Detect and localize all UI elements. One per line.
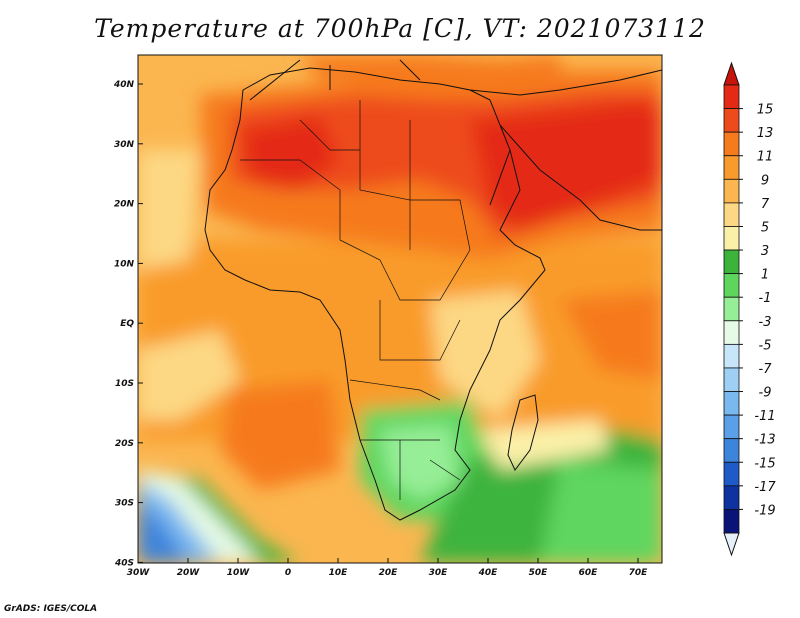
colorbar: 15 13 11 9 7 5 3 1 -1 -3 -5 -7 -9 -11 -13 -15 -17 -19 bbox=[723, 61, 776, 557]
colorbar-label: 7 bbox=[761, 197, 770, 212]
colorbar-swatch bbox=[723, 391, 740, 416]
colorbar-swatch bbox=[723, 249, 740, 275]
lon-tick-label: 30W bbox=[127, 568, 151, 578]
lon-tick-label: 60E bbox=[579, 568, 599, 578]
lon-tick-label: 20E bbox=[379, 568, 399, 578]
colorbar-swatch bbox=[723, 84, 740, 109]
colorbar-label: 9 bbox=[761, 173, 769, 188]
lat-tick-label: 10S bbox=[115, 379, 134, 389]
lat-tick-label: 30S bbox=[115, 499, 134, 509]
colorbar-swatch bbox=[723, 343, 740, 369]
colorbar-swatch bbox=[723, 202, 740, 227]
lon-tick-label: 10W bbox=[227, 568, 251, 578]
lon-tick-label: 40E bbox=[478, 568, 499, 578]
lon-tick-label: 70E bbox=[629, 568, 649, 578]
colorbar-swatch bbox=[723, 108, 740, 133]
grads-credit: GrADS: IGES/COLA bbox=[4, 604, 98, 614]
colorbar-swatch bbox=[723, 131, 740, 157]
colorbar-label: -5 bbox=[759, 338, 772, 353]
colorbar-label: 5 bbox=[761, 220, 769, 235]
lat-tick-label: 30N bbox=[114, 140, 135, 150]
colorbar-label: -19 bbox=[754, 503, 775, 518]
colorbar-label: 13 bbox=[757, 126, 774, 141]
colorbar-swatch bbox=[723, 485, 740, 510]
colorbar-swatch bbox=[723, 367, 740, 392]
lat-tick-label: 40N bbox=[113, 80, 135, 90]
colorbar-swatch bbox=[723, 461, 740, 487]
colorbar-swatch bbox=[723, 155, 740, 180]
country-borders bbox=[240, 100, 471, 500]
latitude-axis: 40N 30N 20N 10N EQ 10S 20S 30S 40S bbox=[113, 80, 143, 568]
colorbar-label: -7 bbox=[759, 362, 773, 377]
lon-tick-label: 50E bbox=[529, 568, 549, 578]
colorbar-label: -15 bbox=[754, 456, 775, 471]
lon-tick-label: 30E bbox=[429, 568, 449, 578]
lat-tick-label: 10N bbox=[114, 259, 135, 269]
colorbar-top-arrow bbox=[723, 61, 740, 86]
lon-tick-label: 10E bbox=[329, 568, 349, 578]
colorbar-label: -9 bbox=[759, 386, 772, 401]
lat-tick-label: 20S bbox=[115, 439, 134, 449]
colorbar-swatch bbox=[723, 438, 740, 463]
lat-tick-label: 40S bbox=[114, 558, 134, 568]
colorbar-swatch bbox=[723, 273, 740, 298]
lon-tick-label: 0 bbox=[285, 568, 291, 578]
lat-tick-label: EQ bbox=[120, 319, 134, 329]
colorbar-label: -13 bbox=[754, 433, 775, 448]
colorbar-label: 15 bbox=[757, 103, 774, 118]
colorbar-label: -17 bbox=[754, 480, 776, 495]
colorbar-label: 11 bbox=[757, 150, 774, 165]
longitude-axis: 30W 20W 10W 0 10E 20E 30E 40E 50E 60E 70E bbox=[127, 558, 648, 578]
lat-tick-label: 20N bbox=[114, 200, 135, 210]
colorbar-swatch bbox=[723, 509, 740, 534]
colorbar-swatch bbox=[723, 320, 740, 345]
coastlines bbox=[204, 59, 663, 521]
lon-tick-label: 20W bbox=[177, 568, 201, 578]
temperature-field bbox=[138, 55, 662, 563]
colorbar-label: -11 bbox=[754, 409, 775, 424]
map-frame bbox=[137, 54, 663, 564]
colorbar-swatch bbox=[723, 178, 740, 204]
chart-title: Temperature at 700hPa [C], VT: 202107311… bbox=[94, 14, 706, 43]
colorbar-swatch bbox=[723, 414, 740, 440]
colorbar-label: 3 bbox=[761, 244, 769, 259]
colorbar-swatch bbox=[723, 226, 740, 251]
colorbar-label: -1 bbox=[759, 291, 772, 306]
colorbar-label: -3 bbox=[759, 315, 772, 330]
colorbar-swatch bbox=[723, 296, 740, 322]
colorbar-label: 1 bbox=[761, 268, 769, 283]
colorbar-bottom-arrow bbox=[723, 532, 740, 557]
